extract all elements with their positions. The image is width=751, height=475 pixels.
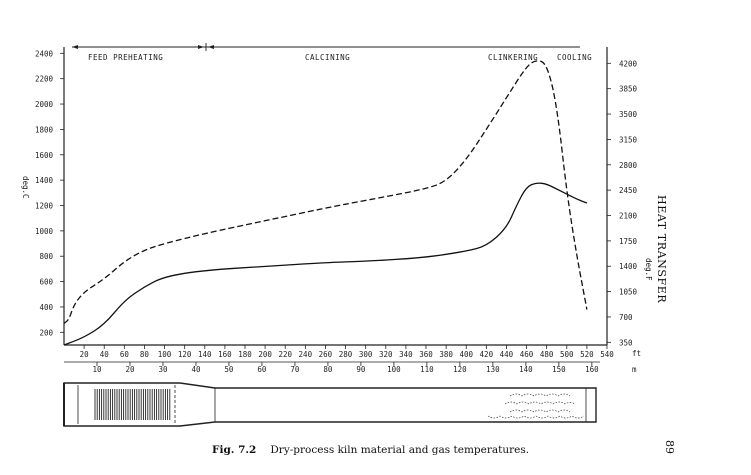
y2-tick-label: 1750 — [619, 237, 638, 246]
x-m-tick-label: 140 — [519, 365, 533, 374]
x-m-tick-label: 10 — [92, 365, 102, 374]
x-ft-tick-label: 540 — [600, 350, 614, 359]
x-ft-tick-label: 100 — [158, 350, 172, 359]
y-tick-label: 2400 — [35, 49, 54, 58]
x-ft-tick-label: 460 — [520, 350, 534, 359]
x-ft-tick-label: 40 — [100, 350, 110, 359]
series-line-dashed — [63, 60, 588, 324]
x-ft-tick-label: 60 — [120, 350, 130, 359]
x-ft-tick-label: 400 — [459, 350, 473, 359]
x-m-tick-label: 30 — [158, 365, 168, 374]
x-ft-tick-label: 280 — [339, 350, 353, 359]
x-ft-tick-label: 420 — [480, 350, 494, 359]
burner-flame — [487, 393, 585, 419]
y-tick-label: 1400 — [35, 176, 54, 185]
y-tick-label: 1600 — [35, 151, 54, 160]
running-head: HEAT TRANSFER — [655, 195, 668, 304]
y2-tick-label: 3500 — [619, 110, 638, 119]
y2-tick-label: 1400 — [619, 262, 638, 271]
x-m-tick-label: 50 — [224, 365, 234, 374]
x-axis-ft-unit: ft — [632, 349, 641, 358]
x-ft-tick-label: 20 — [80, 350, 90, 359]
x-ft-tick-label: 360 — [419, 350, 433, 359]
y2-tick-label: 3150 — [619, 135, 638, 144]
x-m-tick-label: 80 — [323, 365, 333, 374]
y-tick-label: 400 — [39, 303, 53, 312]
zone-label-feed-preheating: FEED PREHEATING — [88, 53, 163, 62]
x-ft-tick-label: 220 — [278, 350, 292, 359]
x-ft-tick-label: 200 — [258, 350, 272, 359]
series-layer — [63, 60, 588, 346]
zone-label-cooling: COOLING — [557, 53, 592, 62]
process-zone-bar: FEED PREHEATING CALCINING CLINKERING COO… — [72, 43, 592, 62]
y-tick-label: 1000 — [35, 227, 54, 236]
x-m-tick-label: 70 — [290, 365, 300, 374]
x-ft-tick-label: 440 — [500, 350, 514, 359]
y2-tick-label: 2450 — [619, 186, 638, 195]
x-ft-tick-label: 340 — [399, 350, 413, 359]
y-axis-right-label: deg.F — [644, 258, 653, 281]
figure-caption: Fig. 7.2 Dry-process kiln material and ga… — [212, 444, 529, 456]
x-ft-tick-label: 120 — [178, 350, 192, 359]
page-number: 89 — [663, 440, 676, 454]
y-tick-label: 2200 — [35, 75, 54, 84]
y2-tick-label: 1050 — [619, 288, 638, 297]
x-ft-tick-label: 180 — [238, 350, 252, 359]
caption-text: Dry-process kiln material and gas temper… — [270, 444, 530, 456]
y2-tick-label: 700 — [619, 313, 633, 322]
zone-label-calcining: CALCINING — [305, 53, 350, 62]
series-line-solid — [63, 182, 588, 346]
x-ft-tick-label: 500 — [560, 350, 574, 359]
x-m-tick-label: 60 — [257, 365, 267, 374]
caption-label: Fig. 7.2 — [212, 444, 257, 456]
x-m-tick-label: 100 — [387, 365, 401, 374]
x-m-tick-label: 150 — [552, 365, 566, 374]
x-m-tick-label: 20 — [125, 365, 135, 374]
y2-tick-label: 350 — [619, 338, 633, 347]
y-tick-label: 200 — [39, 328, 53, 337]
y-tick-label: 2000 — [35, 100, 54, 109]
zone-label-clinkering: CLINKERING — [488, 53, 538, 62]
x-axis-m-unit: m — [632, 365, 637, 374]
y2-tick-label: 2800 — [619, 161, 638, 170]
x-m-tick-label: 90 — [356, 365, 366, 374]
plot-frame — [63, 47, 608, 346]
y-axis-right-ticks: 350 700 1050 1400 1750 2100 2450 2800 3150 3500 38… — [607, 59, 638, 347]
y2-tick-label: 3850 — [619, 85, 638, 94]
x-m-tick-label: 40 — [191, 365, 201, 374]
x-ft-tick-label: 520 — [580, 350, 594, 359]
kiln-diagram — [63, 382, 597, 427]
y-tick-label: 600 — [39, 278, 53, 287]
x-ft-tick-label: 80 — [140, 350, 150, 359]
x-ft-tick-label: 160 — [218, 350, 232, 359]
y2-tick-label: 2100 — [619, 212, 638, 221]
x-ft-tick-label: 320 — [379, 350, 393, 359]
y-axis-left-label: deg.C — [21, 176, 30, 199]
y2-tick-label: 4200 — [619, 59, 638, 68]
x-m-tick-label: 110 — [420, 365, 434, 374]
x-ft-tick-label: 380 — [439, 350, 453, 359]
x-axis-ft-ticks: 20 40 60 80 100 120 140 160 180 200 220 240 260 280 30… — [80, 345, 614, 359]
x-ft-tick-label: 140 — [198, 350, 212, 359]
x-ft-tick-label: 260 — [319, 350, 333, 359]
chain-section — [94, 389, 171, 420]
y-tick-label: 800 — [39, 252, 53, 261]
x-ft-tick-label: 480 — [540, 350, 554, 359]
x-m-tick-label: 130 — [486, 365, 500, 374]
y-tick-label: 1200 — [35, 202, 54, 211]
x-m-tick-label: 120 — [453, 365, 467, 374]
x-ft-tick-label: 300 — [359, 350, 373, 359]
x-m-tick-label: 160 — [585, 365, 599, 374]
y-axis-left-ticks: 200 400 600 800 1000 1200 1400 1600 1800 2000 2200… — [35, 49, 64, 337]
y-tick-label: 1800 — [35, 125, 54, 134]
x-ft-tick-label: 240 — [299, 350, 313, 359]
x-axis-m-ticks: 10 20 30 40 50 60 70 80 90 100 110 120 130 140 150 160 — [64, 361, 600, 374]
